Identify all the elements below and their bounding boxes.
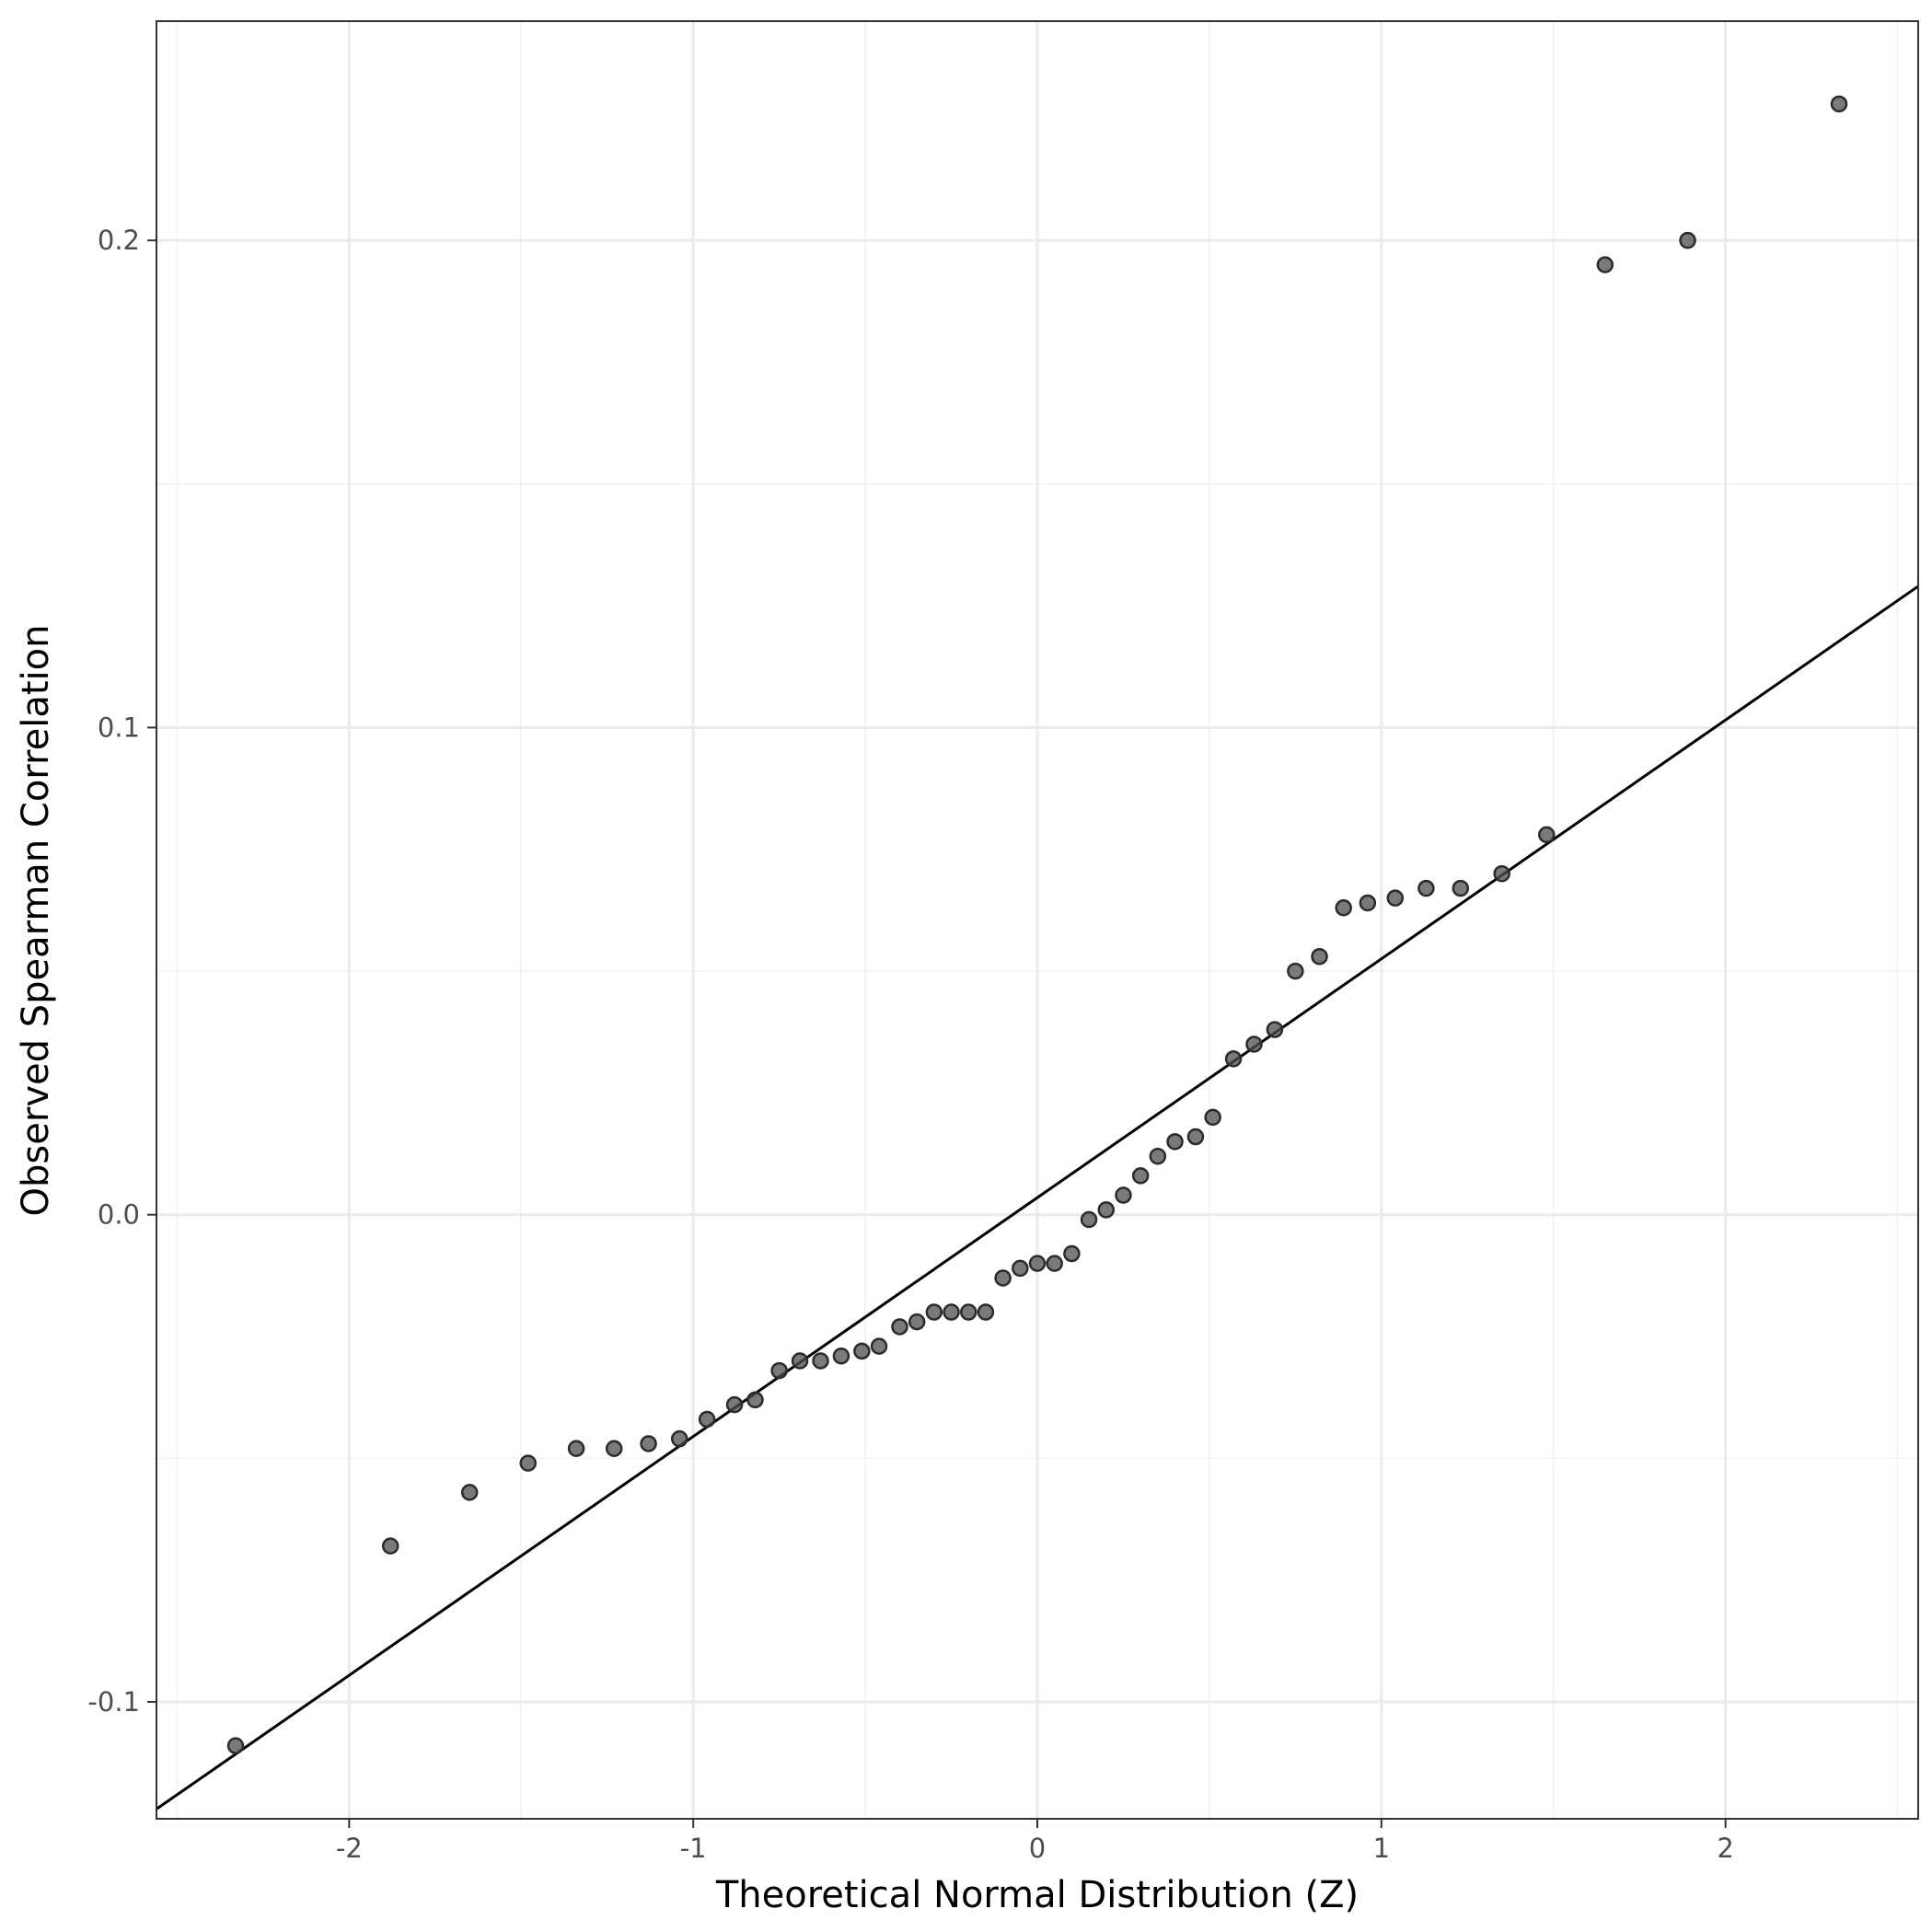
data-point [1028, 1255, 1047, 1272]
x-axis-ticks: -2 -1 0 1 2 [336, 1819, 1734, 1864]
data-point [1063, 1244, 1081, 1263]
data-point [891, 1318, 908, 1336]
data-point [1115, 1186, 1132, 1204]
y-tick-label: 0.1 [98, 711, 140, 743]
data-point [1245, 1035, 1263, 1053]
data-point [1131, 1167, 1150, 1185]
data-point [640, 1435, 657, 1452]
data-point [994, 1269, 1012, 1287]
data-point [1311, 947, 1328, 966]
data-point [925, 1303, 943, 1321]
y-tick-label: 0.0 [98, 1199, 140, 1231]
major-gridlines [156, 21, 1918, 1819]
data-point [770, 1361, 788, 1380]
x-tick-label: -2 [336, 1833, 363, 1864]
x-tick-label: 2 [1717, 1833, 1733, 1864]
data-point [1538, 826, 1556, 844]
x-tick-label: -1 [680, 1833, 707, 1864]
data-point [567, 1440, 585, 1458]
data-point [698, 1410, 716, 1429]
data-point [1596, 256, 1614, 273]
y-tick-label: -0.1 [87, 1686, 140, 1718]
data-point [1335, 899, 1352, 917]
data-point [1204, 1108, 1221, 1127]
data-point [791, 1352, 809, 1370]
data-point [1166, 1133, 1184, 1151]
data-point [1452, 879, 1470, 897]
x-axis-title: Theoretical Normal Distribution (Z) [715, 1874, 1359, 1916]
data-point [1493, 864, 1510, 883]
data-point [1417, 879, 1435, 897]
data-point [908, 1313, 926, 1331]
y-axis-ticks: -0.1 0.0 0.1 0.2 [87, 225, 156, 1718]
data-point [1012, 1259, 1029, 1278]
data-point [1186, 1128, 1205, 1146]
data-point [832, 1347, 850, 1365]
data-point [460, 1484, 479, 1501]
minor-gridlines [156, 21, 1918, 1819]
data-point [1359, 894, 1377, 912]
data-point [670, 1429, 688, 1448]
data-point [1830, 95, 1848, 113]
data-point [519, 1454, 537, 1472]
data-point [1266, 1021, 1284, 1038]
data-point [959, 1303, 978, 1321]
data-point [381, 1537, 399, 1555]
reference-line-layer [156, 584, 1919, 1811]
data-point [1080, 1210, 1098, 1229]
y-tick-label: 0.2 [98, 225, 140, 256]
data-point [1097, 1201, 1116, 1219]
x-tick-label: 1 [1373, 1833, 1390, 1864]
data-point [1224, 1050, 1243, 1068]
x-tick-label: 0 [1029, 1833, 1046, 1864]
data-point [1149, 1147, 1167, 1165]
data-point [746, 1391, 764, 1409]
data-point [605, 1440, 623, 1458]
data-point [870, 1337, 888, 1355]
data-point [853, 1342, 871, 1360]
data-point [943, 1303, 960, 1321]
data-point [1046, 1255, 1063, 1272]
data-point [812, 1352, 829, 1370]
data-point [1287, 962, 1304, 980]
data-point [1386, 889, 1405, 907]
reference-line [156, 584, 1919, 1811]
data-point [977, 1303, 995, 1321]
y-axis-title: Observed Spearman Correlation [15, 625, 57, 1217]
data-point [725, 1395, 744, 1414]
data-points-layer [226, 95, 1848, 1754]
data-point [1679, 231, 1696, 249]
data-point [226, 1737, 245, 1754]
